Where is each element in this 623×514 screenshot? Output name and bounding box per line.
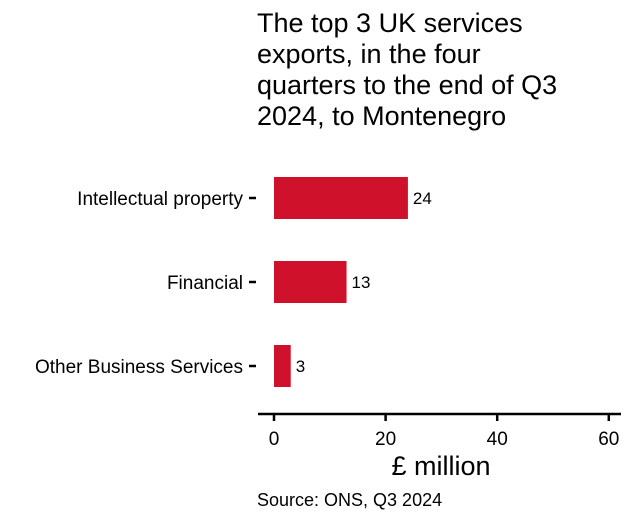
data-label: 3: [296, 357, 305, 376]
chart-title-line: 2024, to Montenegro: [257, 101, 507, 131]
chart-title: The top 3 UK services exports, in the fo…: [257, 8, 617, 132]
chart-title-line: exports, in the four: [257, 39, 481, 69]
data-label: 13: [352, 273, 371, 292]
x-tick-label: 20: [375, 429, 396, 450]
data-label: 24: [413, 189, 432, 208]
x-tick-label: 40: [487, 429, 508, 450]
category-label: Intellectual property: [77, 189, 243, 210]
bar: [274, 177, 408, 219]
chart-title-line: The top 3 UK services: [257, 8, 523, 38]
bar: [274, 345, 291, 387]
x-tick-label: 60: [598, 429, 619, 450]
x-tick-label: 0: [269, 429, 280, 450]
category-label: Financial: [167, 273, 243, 294]
source-note: Source: ONS, Q3 2024: [257, 490, 443, 510]
chart-title-line: quarters to the end of Q3: [257, 70, 558, 100]
x-axis-label: £ million: [391, 451, 490, 481]
category-label: Other Business Services: [35, 357, 243, 378]
bar: [274, 261, 347, 303]
